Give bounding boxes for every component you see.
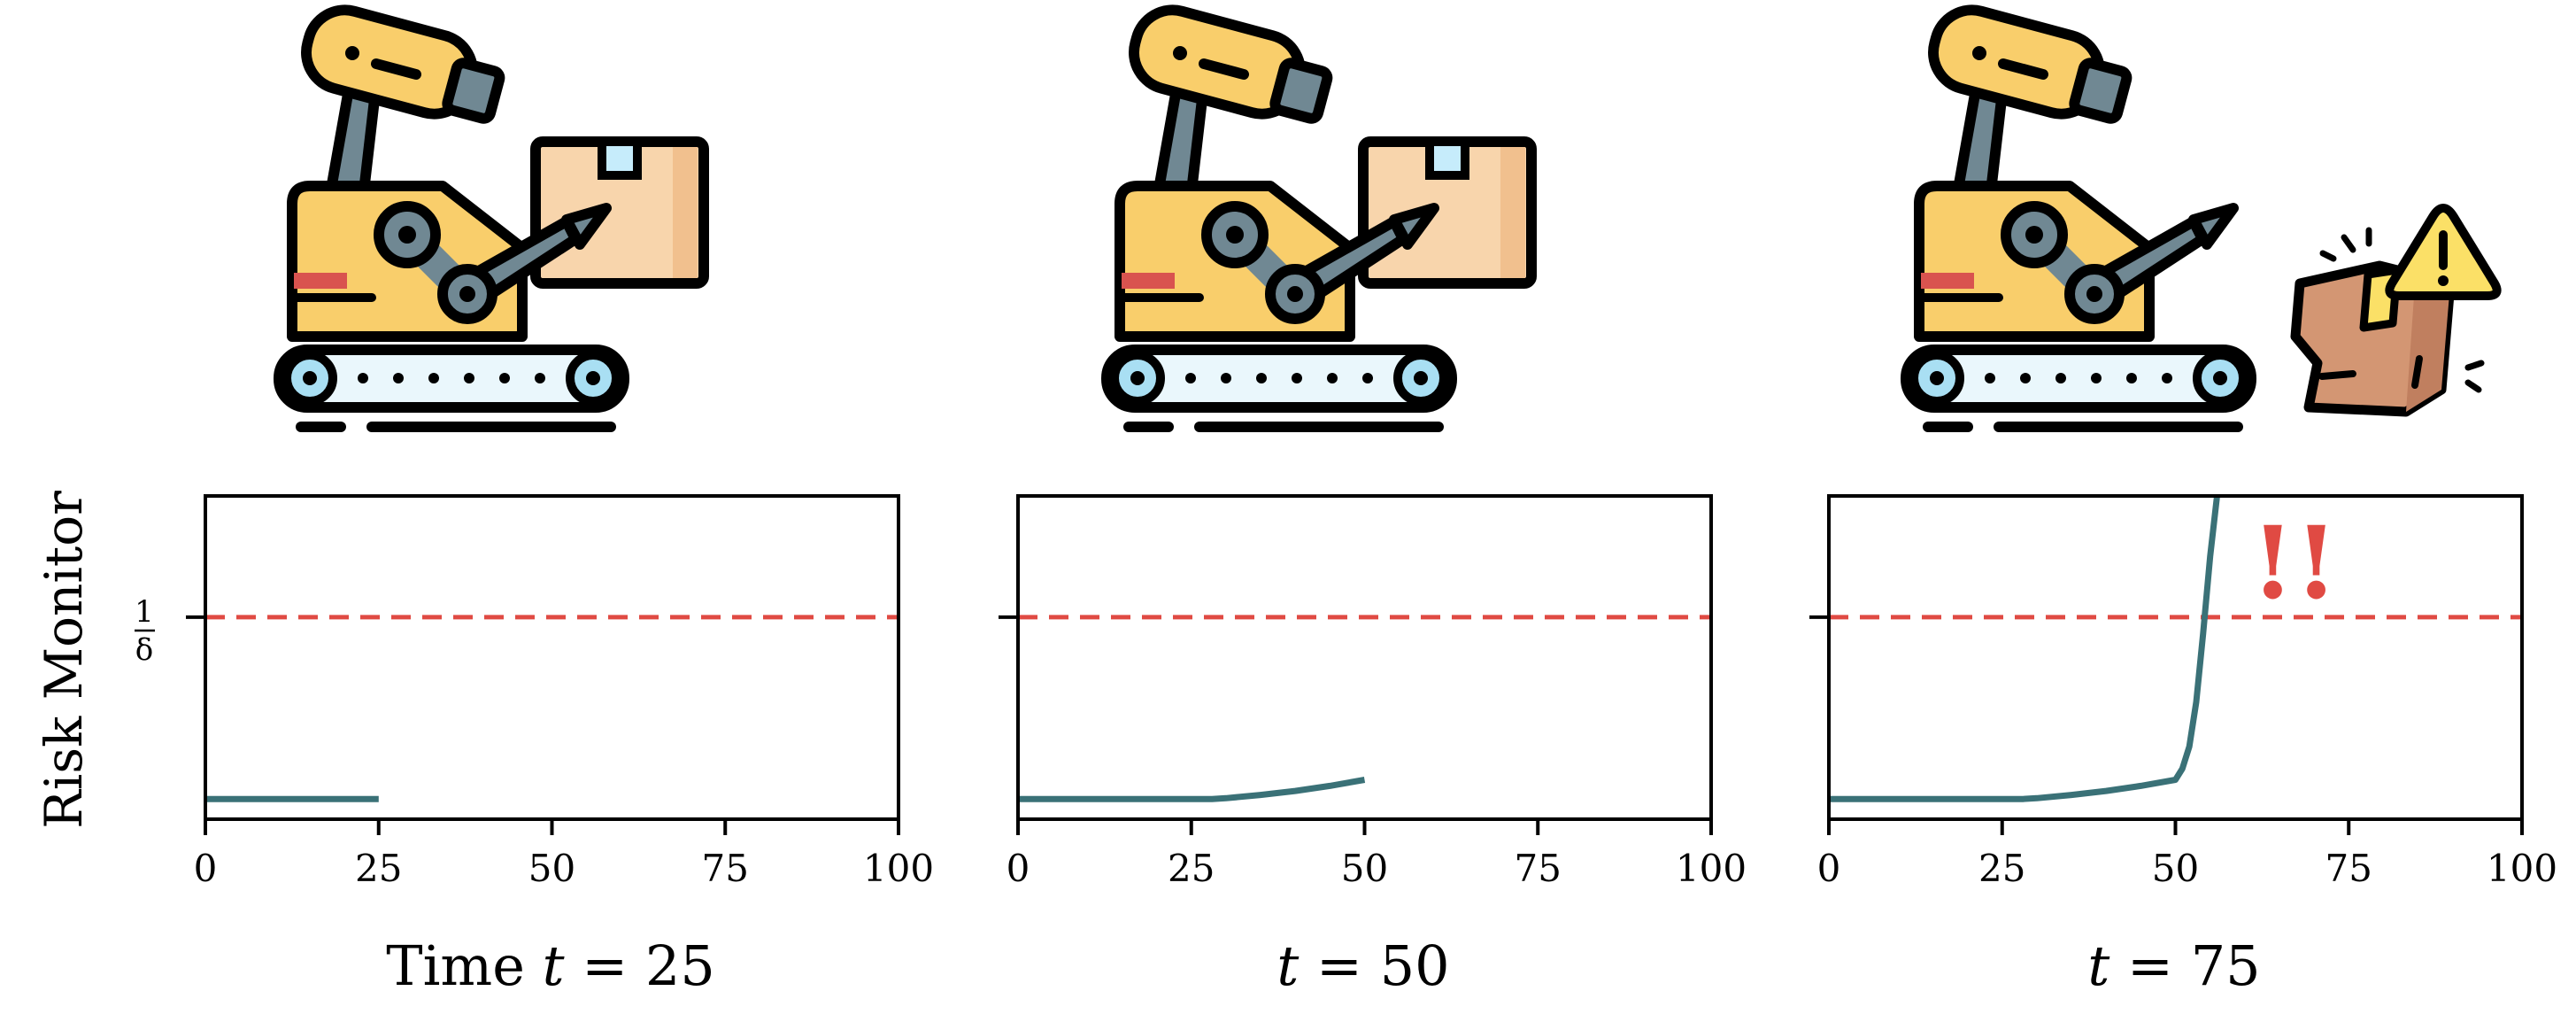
robot-with-broken-box-warning-icon: [1906, 2, 2502, 427]
threshold-label-denominator: δ: [135, 632, 153, 668]
x-tick-label: 50: [528, 847, 575, 890]
x-tick-label: 75: [2325, 847, 2372, 890]
plot-frame: [1016, 494, 1713, 821]
panel-title-3-rest: = 75: [2109, 933, 2260, 998]
panel-title-2: t = 50: [1276, 933, 1449, 998]
x-tick-label: 75: [1515, 847, 1562, 890]
x-tick-label: 25: [1978, 847, 2025, 890]
x-tick-label: 75: [702, 847, 749, 890]
risk-series-line: [1829, 496, 2220, 802]
risk-chart-panel-1: 0 25 50 75 100: [186, 494, 934, 890]
panel-title-1-rest: = 25: [565, 933, 715, 998]
x-tick-label: 0: [1817, 847, 1841, 890]
threshold-label-numerator: 1: [135, 594, 154, 630]
risk-chart-panel-2: 0 25 50 75 100: [999, 494, 1747, 890]
x-tick-label: 50: [2152, 847, 2199, 890]
x-tick-label: 25: [1168, 847, 1215, 890]
panel-title-1-prefix: Time: [386, 933, 542, 998]
panel-title-2-var: t: [1276, 933, 1299, 998]
panel-title-1: Time t = 25: [386, 933, 715, 998]
x-tick-label: 0: [194, 847, 218, 890]
plot-frame: [1827, 494, 2524, 821]
robot-with-box-icon: [1107, 2, 1531, 427]
threshold-label: 1 δ: [135, 594, 155, 668]
risk-series-line: [1018, 777, 1366, 802]
panel-title-1-var: t: [543, 933, 565, 998]
x-tick-label: 25: [355, 847, 402, 890]
plot-frame: [204, 494, 900, 821]
panel-title-3-var: t: [2087, 933, 2109, 998]
x-tick-label: 0: [1006, 847, 1030, 890]
risk-chart-panel-3: 0 25 50 75 100: [1809, 494, 2557, 890]
x-tick-label: 50: [1341, 847, 1388, 890]
robot-with-box-icon: [279, 2, 704, 427]
panel-title-2-rest: = 50: [1299, 933, 1449, 998]
y-axis-label: Risk Monitor: [34, 491, 94, 829]
x-tick-label: 100: [1676, 847, 1747, 890]
panel-title-3: t = 75: [2087, 933, 2260, 998]
x-tick-label: 100: [2487, 847, 2557, 890]
x-tick-label: 100: [863, 847, 934, 890]
alert-marks: !!: [2251, 506, 2338, 622]
